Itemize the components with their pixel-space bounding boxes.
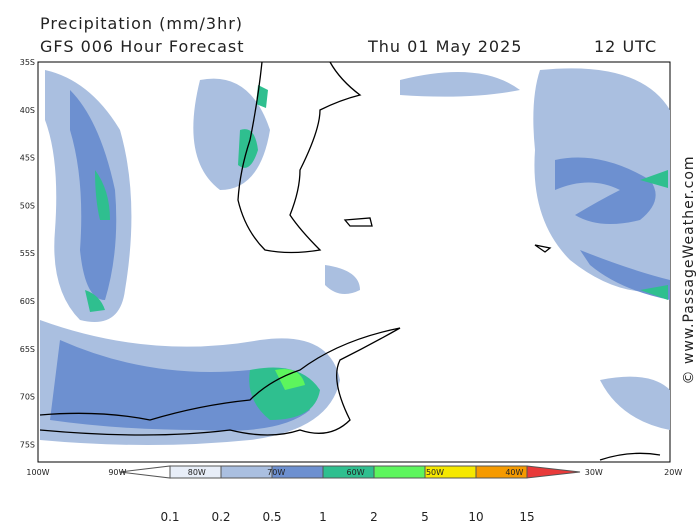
rain-area	[600, 376, 670, 430]
coastline	[599, 452, 661, 461]
longitude-label: 100W	[26, 468, 49, 477]
colorbar-label: 1	[319, 510, 327, 524]
colorbar-label: 10	[468, 510, 483, 524]
latitude-label: 70S	[20, 393, 35, 402]
subtitle: GFS 006 Hour Forecast	[40, 37, 245, 56]
coastlines	[39, 61, 661, 461]
longitude-label: 60W	[347, 468, 365, 477]
coastline	[343, 217, 552, 253]
title: Precipitation (mm/3hr)	[40, 14, 243, 33]
longitude-label: 80W	[188, 468, 206, 477]
colorbar-cell	[220, 465, 273, 479]
rain-area	[238, 85, 268, 168]
latitude-label: 65S	[20, 345, 35, 354]
precipitation	[40, 68, 670, 445]
latitude-label: 40S	[20, 106, 35, 115]
latitude-label: 50S	[20, 201, 35, 210]
colorbar-label: 0.5	[262, 510, 281, 524]
longitude-label: 70W	[267, 468, 285, 477]
coastline	[39, 327, 401, 436]
colorbar-label: 15	[519, 510, 534, 524]
latitude-label: 35S	[20, 58, 35, 67]
colorbar-label: 0.2	[211, 510, 230, 524]
colorbar-label: 2	[370, 510, 378, 524]
longitude-label: 30W	[585, 468, 603, 477]
colorbar-cell	[373, 465, 426, 479]
map	[37, 61, 671, 463]
colorbar-label: 5	[421, 510, 429, 524]
longitude-label: 90W	[108, 468, 126, 477]
latitude-label: 60S	[20, 297, 35, 306]
colorbar-arrow	[526, 465, 581, 479]
longitude-label: 20W	[664, 468, 682, 477]
rain-area	[325, 72, 520, 294]
colorbar	[119, 465, 581, 479]
latitude-label: 55S	[20, 249, 35, 258]
rain-area	[70, 90, 117, 300]
date: Thu 01 May 2025	[367, 37, 522, 56]
rain-area	[555, 157, 670, 300]
latitude-label: 45S	[20, 154, 35, 163]
rain-area	[50, 340, 310, 431]
longitude-label: 50W	[426, 468, 444, 477]
colorbar-label: 0.1	[160, 510, 179, 524]
rain-area	[275, 369, 305, 390]
time: 12 UTC	[594, 37, 657, 56]
longitude-label: 40W	[505, 468, 523, 477]
coastline	[237, 61, 362, 254]
colorbar-arrow	[119, 465, 171, 479]
latitude-label: 75S	[20, 440, 35, 449]
rain-area	[85, 170, 110, 312]
credit: © www.PassageWeather.com	[681, 155, 697, 384]
rain-area	[640, 170, 668, 300]
